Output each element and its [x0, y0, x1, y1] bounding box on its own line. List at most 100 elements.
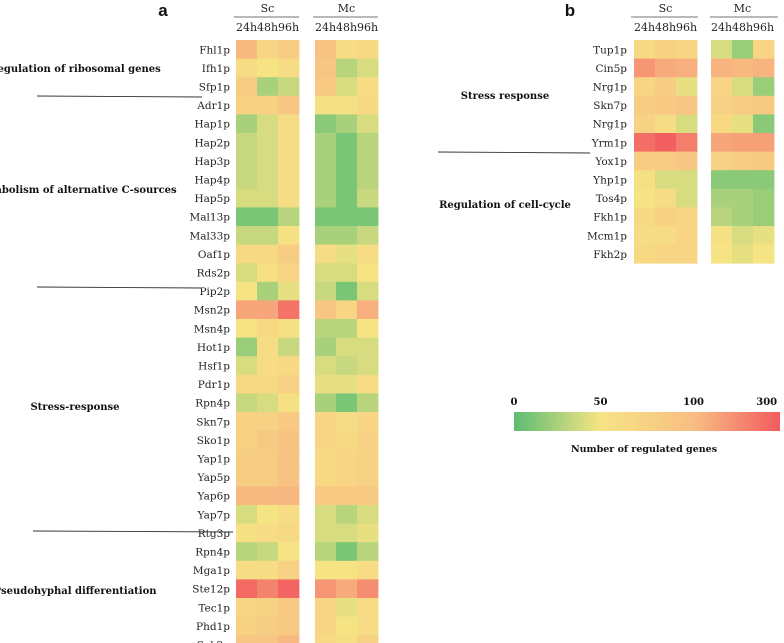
heatmap-cell-sc — [676, 95, 698, 115]
heatmap-cell-mc — [315, 95, 337, 115]
heatmap-cell-mc — [315, 579, 337, 599]
heatmap-cell-sc — [278, 337, 300, 357]
heatmap-cell-sc — [236, 598, 258, 617]
heatmap-cell-sc — [236, 337, 258, 357]
heatmap-cell-sc — [236, 319, 258, 338]
column-label: 24h — [711, 21, 732, 34]
heatmap-cell-mc — [357, 430, 379, 450]
row-label: Yap5p — [197, 472, 231, 484]
heatmap-cell-mc — [357, 151, 379, 171]
heatmap-cell-sc — [236, 412, 258, 431]
category-separator — [36, 95, 203, 98]
heatmap-cell-mc — [315, 114, 337, 134]
color-legend: 0 50 100 300 Number of regulated genes — [511, 397, 780, 455]
heatmap-cell-sc — [655, 114, 677, 134]
heatmap-cell-mc — [336, 114, 358, 134]
heatmap-cell-sc — [278, 151, 300, 171]
heatmap-cell-mc — [315, 374, 337, 394]
heatmap-cell-mc — [336, 319, 358, 338]
heatmap-cell-sc — [655, 244, 677, 264]
heatmap-cell-mc — [315, 635, 337, 643]
heatmap-cell-mc — [357, 486, 379, 506]
row-label: Hot1p — [197, 342, 230, 354]
heatmap-cell-mc — [336, 374, 358, 394]
heatmap-cell-mc — [315, 505, 337, 524]
group-label-mc: Mc — [338, 2, 355, 15]
heatmap-cell-sc — [257, 58, 279, 78]
heatmap-cell-sc — [236, 281, 258, 301]
heatmap-cell-mc — [336, 77, 358, 97]
heatmap-cell-sc — [634, 95, 656, 115]
heatmap-cell-sc — [278, 523, 300, 543]
heatmap-cell-sc — [278, 635, 300, 643]
column-label: 48h — [732, 21, 753, 34]
row-label: Hsf1p — [198, 361, 230, 373]
heatmap-cell-sc — [676, 207, 698, 227]
heatmap-cell-mc — [357, 40, 379, 59]
row-label: Skn7p — [196, 416, 230, 428]
heatmap-cell-sc — [236, 560, 258, 580]
heatmap-cell-mc — [315, 133, 337, 152]
row-label: Rds2p — [197, 268, 231, 280]
heatmap-cell-sc — [236, 616, 258, 636]
heatmap-cell-mc — [315, 300, 337, 320]
heatmap-cell-sc — [676, 244, 698, 264]
category-label: Regulation of cell-cycle — [439, 200, 571, 211]
column-label: 96h — [357, 21, 378, 34]
row-label: Fkh1p — [593, 212, 627, 224]
heatmap-cell-mc — [336, 133, 358, 152]
row-label: Mga1p — [193, 565, 230, 577]
heatmap-cell-sc — [278, 40, 300, 59]
heatmap-cell-sc — [236, 207, 258, 227]
heatmap-cell-mc — [315, 393, 337, 413]
heatmap-cell-sc — [634, 170, 656, 190]
heatmap-cell-sc — [236, 95, 258, 115]
row-label: Tup1p — [593, 44, 627, 56]
heatmap-cell-sc — [236, 635, 258, 643]
heatmap-cell-sc — [236, 40, 258, 59]
heatmap-cell-mc — [753, 151, 775, 171]
heatmap-cell-sc — [236, 467, 258, 487]
heatmap-cell-sc — [257, 542, 279, 562]
row-label: Rpn4p — [195, 547, 230, 559]
row-label: Nrg1p — [593, 119, 628, 131]
heatmap-cell-sc — [257, 579, 279, 599]
group-label-sc: Sc — [659, 2, 673, 15]
heatmap-cell-sc — [278, 467, 300, 487]
row-label: Fhl1p — [199, 44, 230, 56]
heatmap-cell-mc — [357, 449, 379, 469]
heatmap-cell-sc — [278, 598, 300, 617]
heatmap-cell-mc — [315, 170, 337, 190]
heatmap-cell-sc — [278, 412, 300, 431]
heatmap-cell-mc — [732, 151, 754, 171]
column-label: 96h — [676, 21, 697, 34]
heatmap-cell-sc — [257, 356, 279, 376]
heatmap-cell-mc — [357, 542, 379, 562]
heatmap-cell-sc — [655, 188, 677, 208]
heatmap-cell-sc — [236, 430, 258, 450]
heatmap-cell-mc — [315, 58, 337, 78]
heatmap-cell-sc — [278, 133, 300, 152]
heatmap-cell-mc — [315, 542, 337, 562]
heatmap-cell-sc — [676, 151, 698, 171]
heatmap-cell-mc — [315, 77, 337, 97]
heatmap-cell-mc — [336, 598, 358, 617]
row-label: Rtg3p — [198, 528, 231, 540]
heatmap-cell-mc — [357, 263, 379, 283]
heatmap-cell-mc — [336, 616, 358, 636]
row-label: Yap1p — [197, 454, 231, 466]
heatmap-cell-mc — [357, 281, 379, 301]
group-label-sc: Sc — [261, 2, 275, 15]
heatmap-cell-sc — [278, 207, 300, 227]
heatmap-cell-sc — [257, 523, 279, 543]
heatmap-cell-sc — [236, 393, 258, 413]
heatmap-cell-sc — [278, 579, 300, 599]
heatmap-cell-mc — [753, 58, 775, 78]
heatmap-cell-sc — [278, 505, 300, 524]
heatmap-cell-mc — [711, 95, 733, 115]
heatmap-cell-sc — [236, 188, 258, 208]
heatmap-cell-mc — [336, 467, 358, 487]
heatmap-cell-sc — [257, 374, 279, 394]
heatmap-cell-sc — [278, 58, 300, 78]
